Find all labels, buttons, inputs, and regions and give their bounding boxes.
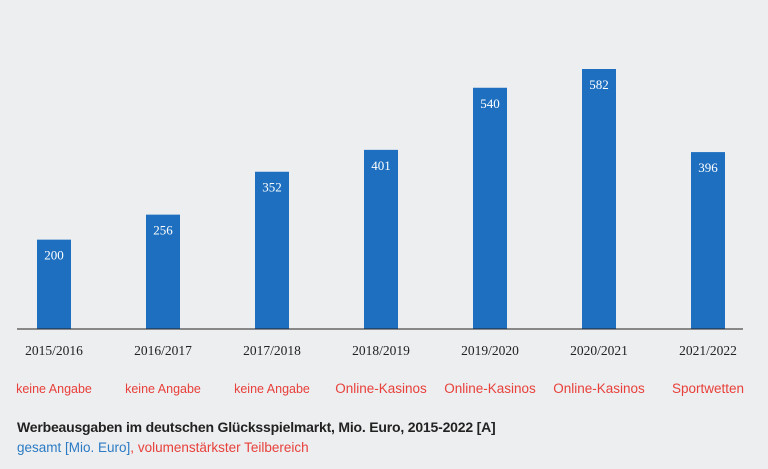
bar-value-label: 396	[698, 160, 718, 175]
x-tick-label: 2019/2020	[461, 343, 519, 358]
bars-group: 200 256 352 401 540 582 396	[37, 69, 725, 330]
sector-labels: keine Angabe keine Angabe keine Angabe Onli…	[16, 381, 744, 396]
bar-2021-2022	[691, 152, 725, 329]
sector-label: keine Angabe	[234, 382, 310, 396]
bar-value-label: 401	[371, 158, 391, 173]
bar-value-label: 352	[262, 180, 282, 195]
x-tick-label: 2016/2017	[134, 343, 192, 358]
bar-2020-2021	[582, 69, 616, 329]
x-tick-label: 2015/2016	[25, 343, 83, 358]
x-tick-labels: 2015/2016 2016/2017 2017/2018 2018/2019 2019…	[25, 343, 737, 358]
legend: gesamt [Mio. Euro], volumenstärkster Tei…	[17, 440, 309, 455]
bar-chart: 200 256 352 401 540 582 396 2015/2016 2016/2017…	[16, 69, 744, 396]
sector-label: keine Angabe	[125, 382, 201, 396]
legend-separator: ,	[130, 440, 135, 455]
sector-label: Online-Kasinos	[553, 381, 645, 396]
sector-label: Online-Kasinos	[335, 381, 427, 396]
bar-value-label: 582	[589, 77, 609, 92]
bar-2015-2016	[37, 239, 71, 329]
sector-label: keine Angabe	[16, 382, 92, 396]
legend-sector: volumenstärkster Teilbereich	[137, 440, 309, 455]
sector-label: Sportwetten	[672, 381, 744, 396]
x-tick-label: 2020/2021	[570, 343, 628, 358]
chart-title: Werbeausgaben im deutschen Glücksspielma…	[17, 419, 496, 435]
x-tick-label: 2017/2018	[243, 343, 301, 358]
x-tick-label: 2018/2019	[352, 343, 410, 358]
bar-2016-2017	[146, 214, 180, 329]
bar-2017-2018	[255, 171, 289, 329]
sector-label: Online-Kasinos	[444, 381, 536, 396]
legend-total: gesamt [Mio. Euro]	[17, 440, 131, 455]
bar-value-label: 540	[480, 96, 500, 111]
bar-2019-2020	[473, 87, 507, 330]
x-tick-label: 2021/2022	[679, 343, 737, 358]
bar-2018-2019	[364, 149, 398, 329]
bar-value-label: 200	[44, 248, 64, 263]
bar-value-label: 256	[153, 223, 173, 238]
